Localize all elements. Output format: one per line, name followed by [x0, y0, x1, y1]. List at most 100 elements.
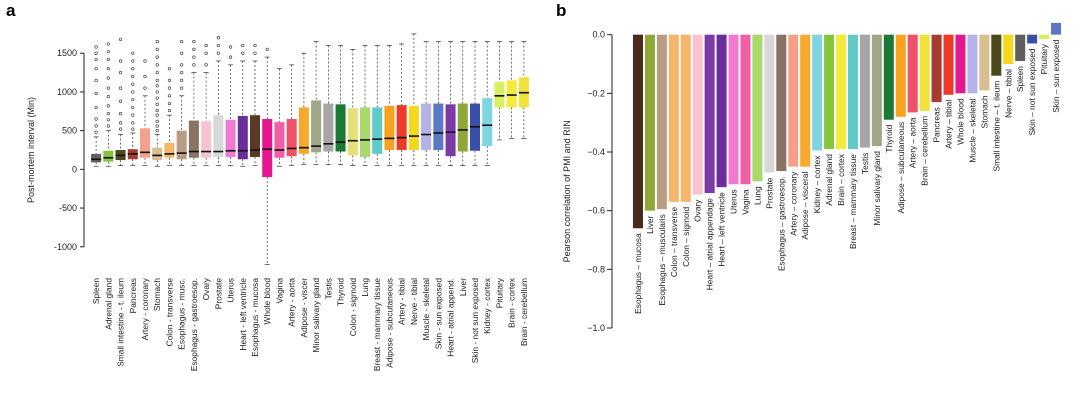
- panel-b-category-label: Heart – atrial appendage: [705, 198, 715, 291]
- panel-a-outlier: [131, 67, 135, 71]
- panel-a-outlier: [131, 82, 135, 86]
- panel-a-box: [225, 119, 236, 157]
- panel-a-box: [298, 107, 309, 154]
- panel-a-outlier: [180, 63, 184, 67]
- panel-b-y-tick-label: −1.0: [587, 323, 605, 333]
- panel-a-outlier: [204, 63, 208, 67]
- panel-b-category-label: Artery – aorta: [908, 117, 918, 168]
- panel-a-box: [237, 115, 248, 160]
- panel-b-bar: [1039, 34, 1050, 40]
- panel-a-category-label: Kidney - cortex: [482, 277, 492, 334]
- panel-b-bar: [883, 34, 894, 120]
- panel-b-bar: [859, 34, 870, 148]
- panel-a-outlier: [155, 63, 159, 67]
- panel-b-category-label: Lung: [752, 186, 762, 205]
- panel-a-category-label: Heart - atrial append.: [446, 278, 456, 357]
- panel-a-outlier: [167, 67, 172, 71]
- panel-b-category-label: Colon – sigmoid: [681, 207, 691, 267]
- panel-a-box: [421, 103, 432, 150]
- panel-b-y-axis-label: Pearson correlation of PMI and RIN: [562, 120, 572, 262]
- panel-b-bar: [967, 34, 978, 94]
- panel-a-outlier: [216, 43, 220, 48]
- panel-a-category-label: Artery - tibial: [397, 278, 407, 325]
- panel-a-outlier: [155, 90, 159, 94]
- panel-a-box: [482, 98, 493, 147]
- panel-a-outlier: [143, 86, 147, 90]
- panel-b-bar: [776, 34, 787, 172]
- panel-b-category-label: Vagina: [740, 189, 750, 215]
- panel-a-outlier: [118, 112, 123, 116]
- panel-a-outlier: [94, 117, 98, 121]
- panel-a-outlier: [155, 113, 159, 117]
- panel-b-category-label: Pancreas: [932, 107, 942, 142]
- panel-a-box: [359, 107, 371, 157]
- panel-a-box: [445, 104, 456, 157]
- panel-a-box: [433, 103, 444, 150]
- panel-b-letter: b: [556, 1, 566, 20]
- panel-a-outlier: [216, 51, 220, 55]
- panel-a-outlier: [180, 86, 184, 90]
- panel-a-category-label: Colon - sigmoid: [348, 278, 358, 337]
- panel-b-category-label: Skin – not sun exposed: [1027, 48, 1037, 135]
- panel-a-box: [249, 115, 261, 157]
- panel-b-y-tick-label: −0.8: [587, 264, 605, 274]
- panel-b-bar: [955, 34, 966, 94]
- panel-b-category-label: Testis: [860, 153, 870, 174]
- panel-a-category-label: Brain - cerebellum: [519, 278, 529, 346]
- panel-b-category-label: Adrenal gland: [824, 154, 834, 206]
- panel-b-bar: [907, 34, 918, 113]
- panel-a-category-label: Heart - left ventricle: [238, 278, 248, 351]
- panel-a-category-label: Brain - cortex: [507, 277, 517, 328]
- panel-b-category-label: Pituitary: [1039, 43, 1049, 74]
- panel-a-chart: a Post-mortem interval (Min) -1000 -500 0 5…: [6, 1, 529, 371]
- panel-b-category-label: Ovary: [693, 199, 703, 222]
- panel-a-outlier: [167, 101, 172, 106]
- panel-a-outlier: [106, 86, 110, 90]
- panel-a-box: [335, 104, 346, 152]
- panel-a-outlier: [155, 119, 159, 123]
- panel-b-bar: [836, 34, 847, 150]
- panel-b-bar: [931, 34, 942, 103]
- panel-a-outlier: [94, 51, 98, 55]
- panel-b-bar: [895, 34, 906, 117]
- panel-a-outlier: [118, 59, 123, 63]
- panel-a-outlier: [155, 78, 159, 82]
- panel-a-outlier: [106, 118, 110, 122]
- panel-b-category-label: Esophagus – muscularis: [657, 214, 667, 305]
- panel-b-y-tick-label: −0.4: [587, 147, 605, 157]
- panel-a-category-label: Lung: [360, 278, 370, 297]
- panel-b-bar: [752, 34, 763, 182]
- panel-a-outlier: [131, 113, 135, 117]
- panel-b-y-tick-label: 0.0: [592, 30, 605, 40]
- panel-a-category-label: Esophagus - musc.: [177, 278, 187, 350]
- panel-b-bar: [1051, 22, 1062, 35]
- panel-a-box: [311, 100, 322, 153]
- panel-a-category-label: Pancreas: [128, 278, 138, 313]
- panel-a-outlier: [94, 57, 98, 62]
- panel-a-outlier: [106, 67, 110, 71]
- panel-b-category-label: Adipose – visceral: [800, 172, 810, 240]
- panel-a-box: [176, 130, 187, 160]
- panel-a-outlier: [131, 90, 135, 94]
- panel-a-outlier: [118, 37, 123, 41]
- panel-b-bar: [692, 34, 703, 195]
- panel-a-outlier: [106, 50, 110, 54]
- panel-b-category-label: Artery – coronary: [788, 171, 798, 236]
- panel-a-outlier: [241, 43, 245, 48]
- panel-a-outlier: [94, 105, 98, 110]
- panel-a-outlier: [192, 47, 196, 51]
- panel-a-outlier: [131, 74, 135, 79]
- panel-b-bar: [812, 34, 823, 151]
- panel-b-bar: [943, 34, 954, 95]
- panel-b-category-label: Breast – mammary tissue: [848, 154, 858, 249]
- panel-b-y-tick-label: −0.6: [587, 206, 605, 216]
- panel-a-category-label: Adipose - viscer: [299, 278, 309, 338]
- panel-b-bar: [1027, 34, 1038, 44]
- panel-b-chart: b Pearson correlation of PMI and RIN 0.0…: [556, 1, 1062, 333]
- panel-a-box: [384, 105, 395, 150]
- panel-a-outlier: [131, 98, 135, 102]
- panel-a-category-label: Ovary: [201, 277, 211, 300]
- panel-a-outlier: [167, 94, 172, 98]
- panel-b-bar: [847, 34, 858, 150]
- panel-b-bar: [728, 34, 739, 185]
